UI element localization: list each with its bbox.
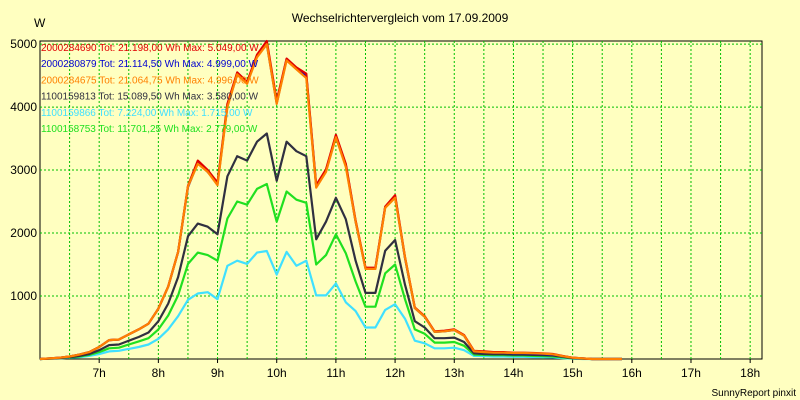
legend-entry-1100159866: 1100159866 Tot: 7.224,00 Wh Max: 1.715,0…	[41, 108, 253, 119]
series-line-1100159813	[39, 132, 622, 361]
y-tick-label: 5000	[10, 37, 37, 51]
x-tick-label: 10h	[267, 366, 287, 380]
x-tick-label: 18h	[740, 366, 760, 380]
y-tick-label: 4000	[10, 100, 37, 114]
grid	[40, 41, 762, 359]
series-line-1100159866	[39, 249, 622, 361]
chart-title: Wechselrichtervergleich vom 17.09.2009	[292, 11, 509, 25]
x-tick-label: 15h	[563, 366, 583, 380]
legend-entry-2000284675: 2000284675 Tot: 21.064,75 Wh Max: 4.996,…	[41, 75, 259, 86]
legend-entry-2000280879: 2000280879 Tot: 21.114,50 Wh Max: 4.999,…	[41, 59, 259, 70]
legend-entry-1100159813: 1100159813 Tot: 15.089,50 Wh Max: 3.580,…	[41, 92, 259, 103]
x-tick-label: 13h	[444, 366, 464, 380]
y-tick-label: 2000	[10, 226, 37, 240]
y-axis-label: W	[34, 16, 46, 30]
y-tick-label: 1000	[10, 289, 37, 303]
x-tick-label: 7h	[93, 366, 106, 380]
series-lines	[39, 39, 622, 361]
series-line-2000284675	[39, 43, 622, 361]
x-tick-label: 17h	[681, 366, 701, 380]
y-tick-label: 3000	[10, 163, 37, 177]
x-tick-label: 11h	[326, 366, 345, 380]
y-axis: 1000 2000 3000 4000 5000	[10, 37, 37, 303]
x-tick-label: 14h	[503, 366, 523, 380]
x-tick-label: 16h	[622, 366, 642, 380]
legend: 2000284690 Tot: 21.198,00 Wh Max: 5.049,…	[41, 43, 259, 135]
credit-text: SunnyReport pinxit	[712, 388, 797, 399]
legend-entry-2000284690: 2000284690 Tot: 21.198,00 Wh Max: 5.049,…	[41, 43, 259, 54]
x-tick-label: 8h	[152, 366, 165, 380]
x-axis: 7h 8h 9h 10h 11h 12h 13h 14h 15h 16h 17h 18h	[93, 359, 760, 380]
x-tick-label: 12h	[385, 366, 405, 380]
x-tick-label: 9h	[211, 366, 224, 380]
legend-entry-1100158753: 1100158753 Tot: 11.701,25 Wh Max: 2.779,…	[41, 124, 258, 135]
